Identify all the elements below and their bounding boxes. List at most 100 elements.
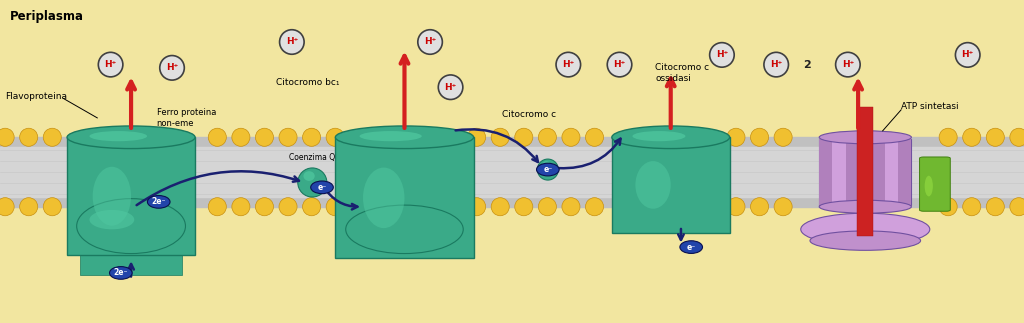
Ellipse shape xyxy=(336,126,473,149)
Bar xyxy=(857,107,873,236)
Ellipse shape xyxy=(89,131,147,141)
Ellipse shape xyxy=(810,231,921,250)
Text: 2: 2 xyxy=(803,60,811,69)
Text: Citocromo c
ossidasi: Citocromo c ossidasi xyxy=(655,63,710,83)
Ellipse shape xyxy=(303,171,314,181)
Ellipse shape xyxy=(774,128,793,146)
Ellipse shape xyxy=(612,126,729,149)
Bar xyxy=(898,139,911,205)
Text: ATP sintetasi: ATP sintetasi xyxy=(901,102,958,111)
Ellipse shape xyxy=(562,128,580,146)
Ellipse shape xyxy=(538,159,558,180)
Ellipse shape xyxy=(77,199,185,254)
Ellipse shape xyxy=(986,128,1005,146)
Ellipse shape xyxy=(939,198,957,216)
Ellipse shape xyxy=(326,128,344,146)
Bar xyxy=(833,139,846,205)
Ellipse shape xyxy=(468,198,485,216)
Ellipse shape xyxy=(279,198,297,216)
Bar xyxy=(0,137,1024,207)
Ellipse shape xyxy=(607,52,632,77)
Ellipse shape xyxy=(1010,128,1024,146)
Ellipse shape xyxy=(586,128,603,146)
Text: H⁺: H⁺ xyxy=(424,37,436,47)
Text: Periplasma: Periplasma xyxy=(10,10,84,23)
Ellipse shape xyxy=(963,128,981,146)
Ellipse shape xyxy=(939,128,957,146)
Ellipse shape xyxy=(727,128,745,146)
Text: e⁻: e⁻ xyxy=(543,165,553,174)
Text: H⁺: H⁺ xyxy=(716,50,728,59)
Bar xyxy=(612,137,729,233)
Ellipse shape xyxy=(925,176,933,196)
Bar xyxy=(819,139,833,205)
Text: e⁻: e⁻ xyxy=(317,183,327,192)
Ellipse shape xyxy=(751,128,769,146)
Ellipse shape xyxy=(836,52,860,77)
Ellipse shape xyxy=(539,128,556,146)
Ellipse shape xyxy=(635,161,671,209)
Ellipse shape xyxy=(0,198,14,216)
Ellipse shape xyxy=(68,126,195,149)
Ellipse shape xyxy=(43,128,61,146)
Text: H⁺: H⁺ xyxy=(962,50,974,59)
Bar xyxy=(859,139,871,205)
Ellipse shape xyxy=(586,198,603,216)
Ellipse shape xyxy=(302,198,321,216)
Ellipse shape xyxy=(231,198,250,216)
Ellipse shape xyxy=(160,56,184,80)
Ellipse shape xyxy=(515,198,532,216)
Ellipse shape xyxy=(255,198,273,216)
Bar xyxy=(336,137,473,258)
Ellipse shape xyxy=(492,128,509,146)
Ellipse shape xyxy=(556,52,581,77)
Ellipse shape xyxy=(279,128,297,146)
Ellipse shape xyxy=(438,75,463,99)
Ellipse shape xyxy=(751,198,769,216)
Ellipse shape xyxy=(19,198,38,216)
Ellipse shape xyxy=(492,198,509,216)
Ellipse shape xyxy=(208,128,226,146)
Ellipse shape xyxy=(1010,198,1024,216)
Bar xyxy=(846,139,859,205)
Ellipse shape xyxy=(231,128,250,146)
Ellipse shape xyxy=(633,131,685,141)
Ellipse shape xyxy=(710,43,734,67)
Ellipse shape xyxy=(0,128,14,146)
Text: H⁺: H⁺ xyxy=(286,37,298,47)
Bar xyxy=(68,137,195,255)
Ellipse shape xyxy=(819,200,911,213)
Ellipse shape xyxy=(468,128,485,146)
Ellipse shape xyxy=(539,198,556,216)
Ellipse shape xyxy=(364,168,404,228)
Text: Ferro proteina
non-eme: Ferro proteina non-eme xyxy=(157,108,216,128)
Text: H⁺: H⁺ xyxy=(842,60,854,69)
Ellipse shape xyxy=(359,131,422,141)
Ellipse shape xyxy=(764,52,788,77)
Ellipse shape xyxy=(280,30,304,54)
Text: 2e⁻: 2e⁻ xyxy=(152,197,166,206)
Ellipse shape xyxy=(418,30,442,54)
Ellipse shape xyxy=(774,198,793,216)
Ellipse shape xyxy=(19,128,38,146)
Ellipse shape xyxy=(326,198,344,216)
Ellipse shape xyxy=(298,168,327,197)
Text: Coenzima Q: Coenzima Q xyxy=(289,152,336,162)
Bar xyxy=(819,139,911,205)
Ellipse shape xyxy=(310,181,334,194)
Bar xyxy=(0,147,1024,197)
Ellipse shape xyxy=(727,198,745,216)
FancyBboxPatch shape xyxy=(920,157,950,211)
Ellipse shape xyxy=(515,128,532,146)
Bar xyxy=(871,139,885,205)
Ellipse shape xyxy=(562,198,580,216)
Ellipse shape xyxy=(986,198,1005,216)
Text: H⁺: H⁺ xyxy=(444,83,457,92)
Ellipse shape xyxy=(346,205,463,254)
Ellipse shape xyxy=(89,210,134,229)
Ellipse shape xyxy=(680,241,702,254)
Text: Flavoproteina: Flavoproteina xyxy=(5,92,68,101)
Ellipse shape xyxy=(542,161,550,168)
Text: H⁺: H⁺ xyxy=(770,60,782,69)
Bar xyxy=(80,236,182,275)
